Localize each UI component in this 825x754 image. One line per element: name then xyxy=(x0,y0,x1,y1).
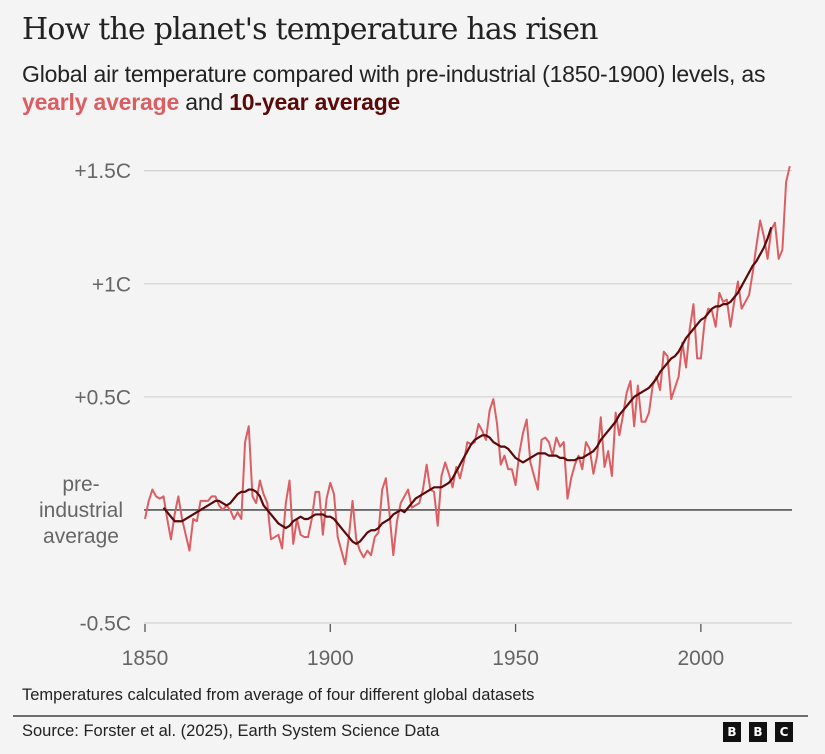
y-axis-ticks: -0.5C pre-industrial average +0.5C +1C +1.5C xyxy=(39,160,131,635)
y-tick-label: +0.5C xyxy=(74,386,131,409)
footnote: Temperatures calculated from average of … xyxy=(22,686,535,704)
y-tick-label: -0.5C xyxy=(80,613,131,636)
footer-divider xyxy=(13,715,808,717)
x-tick-label: 2000 xyxy=(678,647,725,670)
legend-10-year-average: 10-year average xyxy=(229,89,401,115)
bbc-logo-letter: C xyxy=(775,722,793,742)
yearly-average-line xyxy=(144,165,791,566)
bbc-logo: B B C xyxy=(723,722,793,742)
x-tick-label: 1850 xyxy=(122,647,169,670)
subtitle-and: and xyxy=(179,89,230,115)
x-axis-ticks: 1850 1900 1950 2000 xyxy=(122,624,725,670)
subtitle-text: Global air temperature compared with pre… xyxy=(22,61,766,87)
legend-yearly-average: yearly average xyxy=(22,89,180,115)
chart-subtitle: Global air temperature compared with pre… xyxy=(22,60,812,116)
gridlines xyxy=(144,170,792,624)
y-tick-label: +1.5C xyxy=(74,160,131,183)
bbc-logo-letter: B xyxy=(749,722,767,742)
y-tick-label: +1C xyxy=(92,273,131,296)
chart-title: How the planet's temperature has risen xyxy=(22,12,599,47)
x-tick-label: 1900 xyxy=(307,647,354,670)
source-text: Source: Forster et al. (2025), Earth Sys… xyxy=(22,722,440,740)
x-tick-label: 1950 xyxy=(492,647,539,670)
ten-year-average-line xyxy=(162,226,773,545)
bbc-logo-letter: B xyxy=(723,722,741,742)
y-tick-label: pre-industrial average xyxy=(39,473,123,548)
